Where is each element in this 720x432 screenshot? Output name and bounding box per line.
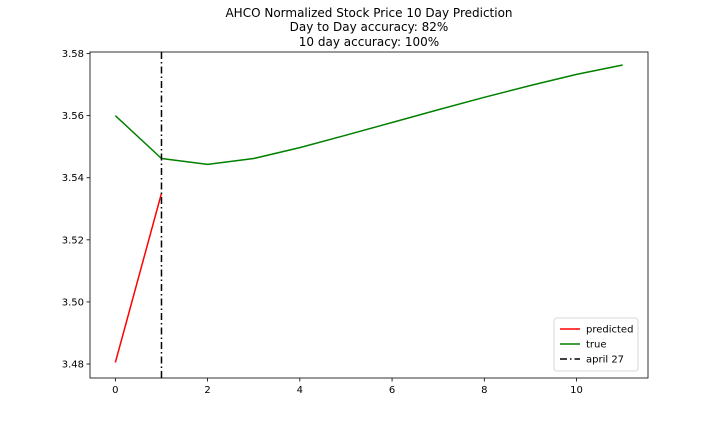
plot-area (114, 52, 623, 378)
x-tick-label: 0 (112, 385, 118, 396)
y-tick-label: 3.50 (62, 297, 84, 308)
series-line-true (114, 64, 623, 166)
x-tick-label: 8 (481, 385, 487, 396)
y-tick-label: 3.48 (62, 360, 84, 371)
y-tick-label: 3.54 (62, 173, 84, 184)
x-tick-label: 2 (204, 385, 210, 396)
x-tick-label: 6 (389, 385, 395, 396)
x-tick-label: 4 (297, 385, 303, 396)
legend-box (553, 317, 639, 372)
chart-titles: AHCO Normalized Stock Price 10 Day Predi… (225, 6, 512, 49)
x-tick-label: 10 (570, 385, 583, 396)
axes: 0 2 4 6 8 10 3.48 3.50 3.52 3.54 3.56 3.58 (62, 49, 649, 396)
axes-frame (89, 51, 649, 379)
chart-subtitle-10-day: 10 day accuracy: 100% (299, 35, 439, 49)
legend-label-true: true (586, 340, 607, 351)
chart-subtitle-day-to-day: Day to Day accuracy: 82% (290, 20, 449, 34)
y-tick-label: 3.56 (62, 111, 84, 122)
series-line-predicted (114, 193, 163, 363)
y-tick-label: 3.52 (62, 235, 84, 246)
legend: predicted true april 27 (553, 317, 639, 372)
chart-title: AHCO Normalized Stock Price 10 Day Predi… (225, 6, 512, 20)
y-tick-label: 3.58 (62, 49, 84, 60)
legend-label-april-27: april 27 (586, 355, 624, 366)
legend-label-predicted: predicted (586, 325, 633, 336)
